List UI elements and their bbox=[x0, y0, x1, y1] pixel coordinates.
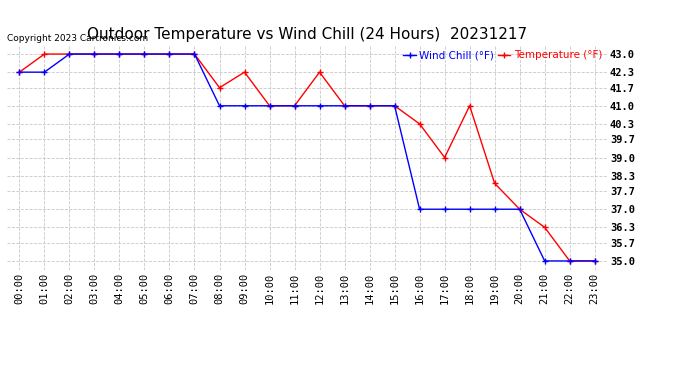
Wind Chill (°F) bbox=[515, 207, 524, 212]
Wind Chill (°F) bbox=[266, 104, 274, 108]
Temperature (°F) bbox=[591, 259, 599, 263]
Temperature (°F) bbox=[90, 52, 99, 56]
Text: Copyright 2023 Cartronics.com: Copyright 2023 Cartronics.com bbox=[7, 34, 148, 43]
Legend: Wind Chill (°F), Temperature (°F): Wind Chill (°F), Temperature (°F) bbox=[399, 46, 606, 64]
Wind Chill (°F) bbox=[40, 70, 48, 74]
Wind Chill (°F) bbox=[15, 70, 23, 74]
Temperature (°F) bbox=[415, 122, 424, 126]
Temperature (°F) bbox=[266, 104, 274, 108]
Wind Chill (°F) bbox=[466, 207, 474, 212]
Temperature (°F) bbox=[466, 104, 474, 108]
Temperature (°F) bbox=[215, 86, 224, 90]
Temperature (°F) bbox=[290, 104, 299, 108]
Temperature (°F) bbox=[340, 104, 348, 108]
Temperature (°F) bbox=[566, 259, 574, 263]
Temperature (°F) bbox=[366, 104, 374, 108]
Wind Chill (°F) bbox=[340, 104, 348, 108]
Wind Chill (°F) bbox=[115, 52, 124, 56]
Temperature (°F) bbox=[115, 52, 124, 56]
Wind Chill (°F) bbox=[415, 207, 424, 212]
Wind Chill (°F) bbox=[440, 207, 449, 212]
Temperature (°F) bbox=[140, 52, 148, 56]
Temperature (°F) bbox=[240, 70, 248, 74]
Temperature (°F) bbox=[440, 155, 449, 160]
Wind Chill (°F) bbox=[366, 104, 374, 108]
Temperature (°F) bbox=[40, 52, 48, 56]
Temperature (°F) bbox=[315, 70, 324, 74]
Temperature (°F) bbox=[391, 104, 399, 108]
Temperature (°F) bbox=[540, 225, 549, 230]
Line: Temperature (°F): Temperature (°F) bbox=[17, 51, 598, 264]
Wind Chill (°F) bbox=[140, 52, 148, 56]
Temperature (°F) bbox=[66, 52, 74, 56]
Wind Chill (°F) bbox=[591, 259, 599, 263]
Wind Chill (°F) bbox=[90, 52, 99, 56]
Line: Wind Chill (°F): Wind Chill (°F) bbox=[17, 51, 598, 264]
Wind Chill (°F) bbox=[315, 104, 324, 108]
Wind Chill (°F) bbox=[166, 52, 174, 56]
Temperature (°F) bbox=[515, 207, 524, 212]
Wind Chill (°F) bbox=[215, 104, 224, 108]
Wind Chill (°F) bbox=[66, 52, 74, 56]
Wind Chill (°F) bbox=[190, 52, 199, 56]
Wind Chill (°F) bbox=[566, 259, 574, 263]
Wind Chill (°F) bbox=[491, 207, 499, 212]
Title: Outdoor Temperature vs Wind Chill (24 Hours)  20231217: Outdoor Temperature vs Wind Chill (24 Ho… bbox=[87, 27, 527, 42]
Wind Chill (°F) bbox=[391, 104, 399, 108]
Temperature (°F) bbox=[15, 70, 23, 74]
Temperature (°F) bbox=[491, 181, 499, 186]
Wind Chill (°F) bbox=[290, 104, 299, 108]
Wind Chill (°F) bbox=[540, 259, 549, 263]
Temperature (°F) bbox=[190, 52, 199, 56]
Wind Chill (°F) bbox=[240, 104, 248, 108]
Temperature (°F) bbox=[166, 52, 174, 56]
